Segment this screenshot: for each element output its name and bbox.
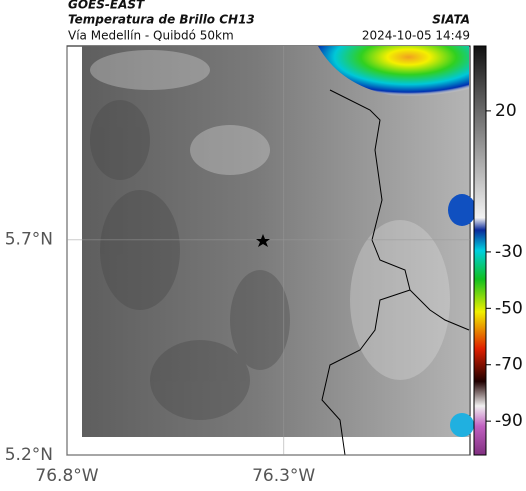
cold-cloud	[448, 194, 476, 226]
colorbar-label: -70	[495, 355, 523, 375]
source: GOES-EAST	[68, 0, 145, 12]
x-tick-label: 76.8°W	[35, 466, 98, 486]
cold-cloud	[318, 46, 469, 102]
cold-cloud	[450, 413, 474, 437]
timestamp: 2024-10-05 14:49	[362, 29, 470, 43]
x-tick-label: 76.3°W	[252, 466, 315, 486]
colorbar-label: 20	[495, 101, 517, 121]
org: SIATA	[432, 13, 470, 27]
imagery	[82, 46, 469, 437]
colorbar-label: -50	[495, 298, 523, 318]
location-marker	[256, 234, 270, 247]
colorbar-label: -30	[495, 242, 523, 262]
y-tick-label: 5.7°N	[5, 230, 53, 250]
texture	[90, 100, 290, 420]
texture	[90, 50, 450, 380]
colorbar-label: -90	[495, 411, 523, 431]
y-tick-label: 5.2°N	[5, 445, 53, 465]
borders	[321, 89, 470, 456]
subtitle: Vía Medellín - Quibdó 50km	[68, 29, 234, 43]
title: Temperatura de Brillo CH13	[68, 13, 255, 27]
colorbar	[473, 45, 487, 456]
